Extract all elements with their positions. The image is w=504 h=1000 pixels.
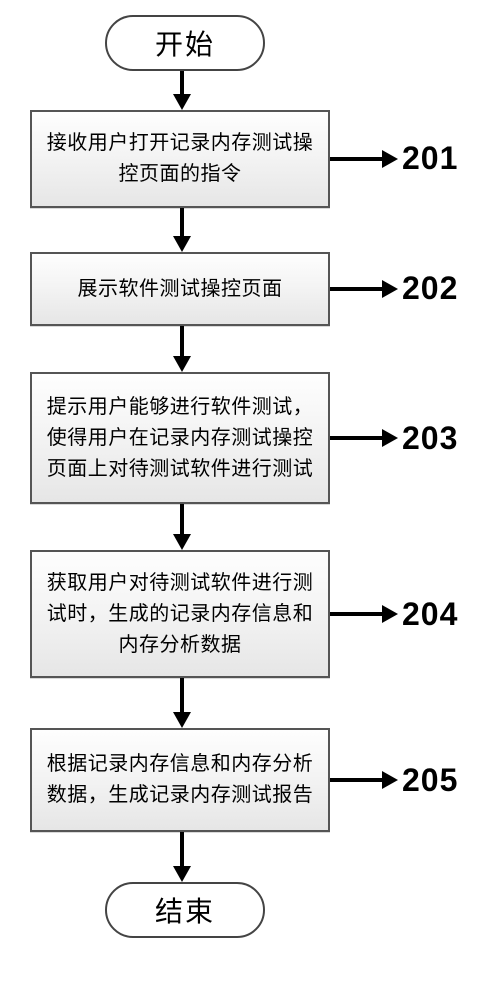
flowchart-canvas: 开始 接收用户打开记录内存测试操控页面的指令 展示软件测试操控页面 提示用户能够…: [0, 0, 504, 1000]
process-step-3: 提示用户能够进行软件测试，使得用户在记录内存测试操控页面上对待测试软件进行测试: [30, 372, 330, 504]
end-terminal: 结束: [105, 882, 265, 938]
process-step-3-text: 提示用户能够进行软件测试，使得用户在记录内存测试操控页面上对待测试软件进行测试: [44, 392, 316, 485]
process-step-1-text: 接收用户打开记录内存测试操控页面的指令: [44, 128, 316, 190]
start-terminal: 开始: [105, 15, 265, 71]
step-number-204: 204: [402, 596, 458, 633]
process-step-5: 根据记录内存信息和内存分析数据，生成记录内存测试报告: [30, 728, 330, 832]
process-step-4: 获取用户对待测试软件进行测试时，生成的记录内存信息和内存分析数据: [30, 550, 330, 678]
step-number-203: 203: [402, 420, 458, 457]
step-number-202: 202: [402, 270, 458, 307]
end-label: 结束: [155, 890, 215, 930]
step-number-201: 201: [402, 140, 458, 177]
process-step-2: 展示软件测试操控页面: [30, 252, 330, 326]
process-step-2-text: 展示软件测试操控页面: [78, 274, 283, 305]
process-step-4-text: 获取用户对待测试软件进行测试时，生成的记录内存信息和内存分析数据: [44, 568, 316, 661]
process-step-5-text: 根据记录内存信息和内存分析数据，生成记录内存测试报告: [44, 749, 316, 811]
start-label: 开始: [155, 23, 215, 63]
process-step-1: 接收用户打开记录内存测试操控页面的指令: [30, 110, 330, 208]
step-number-205: 205: [402, 762, 458, 799]
